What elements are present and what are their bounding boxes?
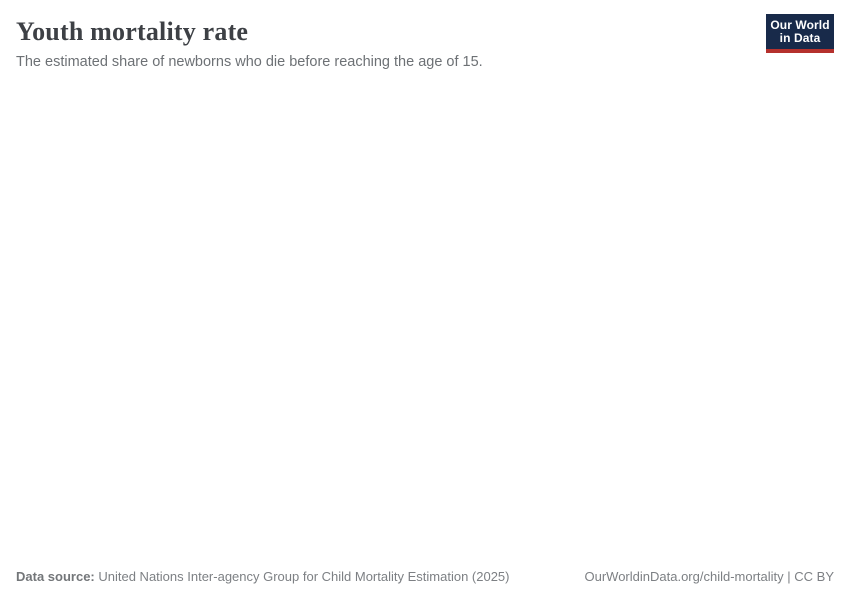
chart-titles: Youth mortality rate The estimated share… xyxy=(16,14,766,72)
data-source: Data source: United Nations Inter-agency… xyxy=(16,569,510,586)
owid-logo[interactable]: Our World in Data xyxy=(766,14,834,53)
owid-logo-line1: Our World xyxy=(770,18,830,32)
chart-footer: Data source: United Nations Inter-agency… xyxy=(0,569,850,600)
owid-logo-line2: in Data xyxy=(779,31,821,45)
chart-header: Youth mortality rate The estimated share… xyxy=(0,0,850,72)
chart-plot-area xyxy=(0,71,850,570)
page-title: Youth mortality rate xyxy=(16,17,249,46)
attribution-link[interactable]: OurWorldinData.org/child-mortality | CC … xyxy=(584,569,835,585)
chart-subtitle: The estimated share of newborns who die … xyxy=(16,54,483,71)
data-source-label: Data source: xyxy=(16,569,95,585)
data-source-text: United Nations Inter-agency Group for Ch… xyxy=(94,569,510,585)
